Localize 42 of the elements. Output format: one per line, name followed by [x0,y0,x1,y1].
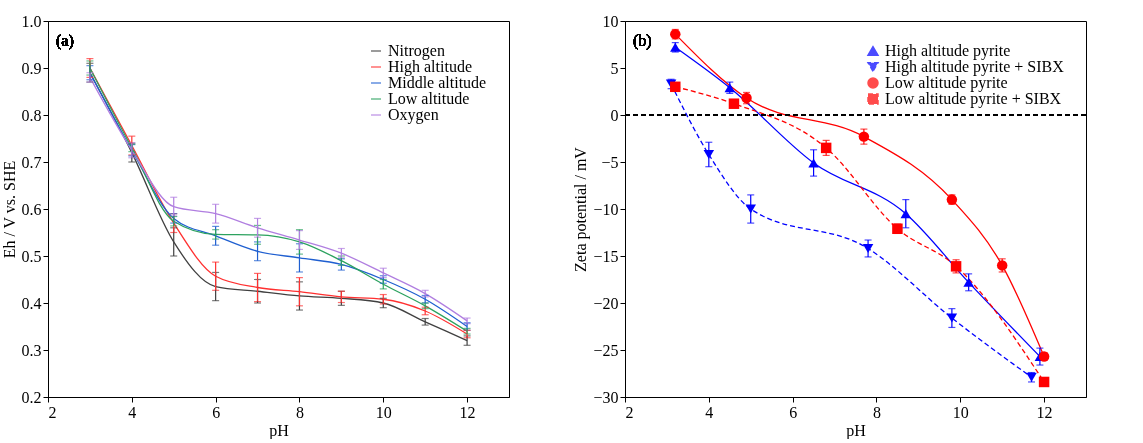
y-tick-label: 10 [602,12,619,30]
x-tick-label: 2 [625,403,634,421]
y-axis-title: Zeta potential / mV [572,146,591,272]
annotation: (a) [56,32,74,50]
x-axis-title: pH [269,421,290,440]
x-axis-title: pH [846,421,867,440]
legend-label: Nitrogen [388,42,445,60]
x-tick-label: 6 [789,403,798,421]
x-tick-label: 8 [872,403,881,421]
y-tick-label: 0.9 [21,59,42,77]
legend-label: High altitude pyrite [885,42,1011,60]
y-tick-label: −30 [593,388,619,406]
x-tick-label: 4 [705,403,714,421]
y-tick-label: 0 [610,106,619,124]
y-tick-label: 0.8 [21,106,42,124]
x-tick-label: 2 [48,403,57,421]
y-tick-label: 5 [610,59,619,77]
y-tick-label: 0.5 [21,247,42,265]
y-tick-label: 0.4 [21,294,42,312]
y-tick-label: −25 [593,341,619,359]
annotation: (b) [633,32,652,50]
legend-label: Oxygen [388,106,439,124]
x-tick-label: 12 [459,403,476,421]
y-tick-label: −5 [601,153,619,171]
x-tick-label: 10 [375,403,392,421]
x-tick-label: 12 [1036,403,1053,421]
legend-label: High altitude [388,58,472,76]
y-tick-label: 0.3 [21,341,42,359]
y-tick-label: −20 [593,294,619,312]
y-axis-title: Eh / V vs. SHE [0,160,18,259]
y-tick-label: −10 [593,200,619,218]
x-tick-label: 8 [295,403,304,421]
y-tick-label: 0.7 [21,153,42,171]
x-tick-label: 6 [212,403,221,421]
y-tick-label: 0.2 [21,388,42,406]
x-tick-label: 10 [952,403,969,421]
y-tick-label: 0.6 [21,200,42,218]
legend-label: Low altitude [388,90,470,107]
x-tick-label: 4 [128,403,137,421]
y-tick-label: 1.0 [21,12,42,30]
y-tick-label: −15 [593,247,619,265]
legend-label: Middle altitude [388,74,487,91]
